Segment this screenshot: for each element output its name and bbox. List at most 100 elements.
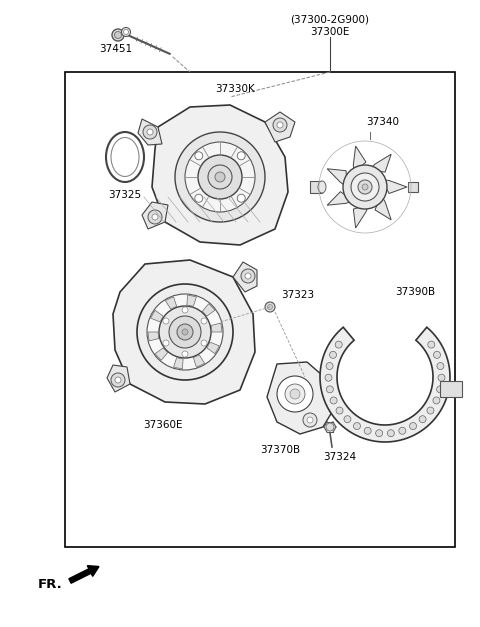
Circle shape xyxy=(336,407,343,414)
Circle shape xyxy=(182,329,188,335)
Circle shape xyxy=(137,284,233,380)
Polygon shape xyxy=(148,332,159,341)
Circle shape xyxy=(182,307,188,313)
Text: FR.: FR. xyxy=(38,579,63,591)
Circle shape xyxy=(326,386,334,393)
Circle shape xyxy=(433,351,441,359)
Polygon shape xyxy=(327,169,347,187)
Text: 37370B: 37370B xyxy=(260,445,300,455)
Polygon shape xyxy=(211,323,222,332)
Text: 37330K: 37330K xyxy=(215,84,255,94)
Polygon shape xyxy=(166,297,177,309)
Polygon shape xyxy=(381,179,407,194)
Circle shape xyxy=(437,362,444,369)
Circle shape xyxy=(427,407,434,414)
Circle shape xyxy=(343,165,387,209)
Text: 37360E: 37360E xyxy=(143,420,183,430)
Circle shape xyxy=(387,429,395,436)
Circle shape xyxy=(409,423,417,429)
Circle shape xyxy=(277,122,283,128)
Circle shape xyxy=(198,155,242,199)
Bar xyxy=(310,181,322,193)
Polygon shape xyxy=(203,303,215,316)
Circle shape xyxy=(201,318,207,324)
Circle shape xyxy=(273,118,287,132)
Circle shape xyxy=(175,132,265,222)
Circle shape xyxy=(330,397,337,404)
Circle shape xyxy=(326,423,334,431)
Circle shape xyxy=(241,269,255,283)
Polygon shape xyxy=(142,202,168,229)
Polygon shape xyxy=(369,154,391,172)
Polygon shape xyxy=(187,295,196,307)
Circle shape xyxy=(152,214,158,220)
Circle shape xyxy=(330,351,336,359)
Circle shape xyxy=(148,210,162,224)
Circle shape xyxy=(201,340,207,346)
Text: 37390B: 37390B xyxy=(395,287,435,297)
Circle shape xyxy=(428,341,435,348)
Polygon shape xyxy=(375,195,391,220)
Circle shape xyxy=(353,423,360,429)
Circle shape xyxy=(437,386,444,393)
Bar xyxy=(408,182,418,192)
Circle shape xyxy=(115,377,121,383)
Circle shape xyxy=(163,340,169,346)
Polygon shape xyxy=(138,119,162,145)
Polygon shape xyxy=(320,327,450,442)
Circle shape xyxy=(285,384,305,404)
Circle shape xyxy=(376,429,383,436)
Ellipse shape xyxy=(111,137,139,176)
Text: 37325: 37325 xyxy=(108,190,142,200)
Circle shape xyxy=(237,152,245,160)
Circle shape xyxy=(433,397,440,404)
Circle shape xyxy=(111,373,125,387)
Polygon shape xyxy=(174,357,183,369)
Text: 37340: 37340 xyxy=(367,117,399,127)
Circle shape xyxy=(358,180,372,194)
Circle shape xyxy=(237,194,245,203)
Polygon shape xyxy=(353,204,369,228)
Polygon shape xyxy=(265,112,295,142)
Polygon shape xyxy=(193,355,204,367)
Text: 37451: 37451 xyxy=(99,44,132,54)
FancyArrow shape xyxy=(69,566,99,583)
Polygon shape xyxy=(107,365,130,392)
Circle shape xyxy=(182,351,188,357)
Text: 37324: 37324 xyxy=(324,452,357,462)
Circle shape xyxy=(112,29,124,41)
Circle shape xyxy=(438,374,445,381)
Ellipse shape xyxy=(318,181,326,193)
Text: 37300E: 37300E xyxy=(310,27,350,37)
Polygon shape xyxy=(155,348,168,361)
Polygon shape xyxy=(233,262,257,292)
Bar xyxy=(440,381,462,397)
Bar xyxy=(65,72,455,547)
Circle shape xyxy=(335,341,342,348)
Circle shape xyxy=(267,305,273,310)
Circle shape xyxy=(177,324,193,340)
Circle shape xyxy=(399,427,406,435)
Circle shape xyxy=(147,294,223,370)
Circle shape xyxy=(364,427,371,435)
Circle shape xyxy=(326,362,333,369)
Polygon shape xyxy=(353,146,366,173)
Polygon shape xyxy=(152,105,288,245)
Circle shape xyxy=(123,29,129,34)
Circle shape xyxy=(303,413,317,427)
Circle shape xyxy=(195,194,203,203)
Circle shape xyxy=(215,172,225,182)
Circle shape xyxy=(163,318,169,324)
Circle shape xyxy=(169,316,201,348)
Polygon shape xyxy=(151,310,163,322)
Circle shape xyxy=(115,31,121,38)
Circle shape xyxy=(265,302,275,312)
Circle shape xyxy=(147,129,153,135)
Text: 37323: 37323 xyxy=(281,290,314,300)
Polygon shape xyxy=(267,362,335,434)
Circle shape xyxy=(185,142,255,212)
Circle shape xyxy=(351,173,379,201)
Circle shape xyxy=(325,374,332,381)
Text: (37300-2G900): (37300-2G900) xyxy=(290,15,370,25)
Circle shape xyxy=(290,389,300,399)
